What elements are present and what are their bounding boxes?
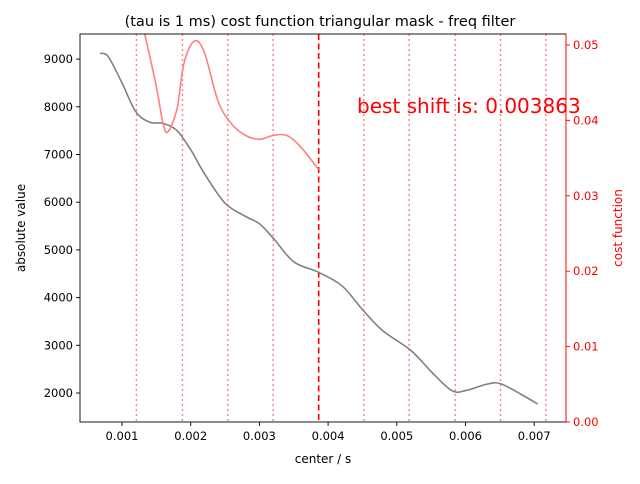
y-right-tick-label: 0.03	[573, 189, 599, 203]
y-right-tick-label: 0.01	[573, 340, 599, 354]
y-axis-right-label: cost function	[611, 189, 625, 267]
x-tick-label: 0.007	[518, 429, 551, 443]
y-right-tick-label: 0.02	[573, 264, 599, 278]
best-shift-annotation: best shift is: 0.003863	[357, 94, 581, 118]
y-tick-label: 3000	[44, 338, 73, 352]
y-axis-label: absolute value	[14, 184, 28, 272]
y-tick-label: 9000	[44, 52, 73, 66]
chart-title: (tau is 1 ms) cost function triangular m…	[125, 14, 516, 30]
plot-frame	[79, 33, 567, 423]
y-tick-label: 8000	[44, 100, 73, 114]
y-tick-label: 4000	[44, 291, 73, 305]
mask-center-lines	[135, 34, 547, 422]
x-axis-ticks: 0.001 0.002 0.003 0.004 0.005 0.006 0.007	[106, 422, 551, 443]
x-tick-label: 0.005	[380, 429, 413, 443]
y-tick-label: 7000	[44, 148, 73, 162]
absolute-value-curve	[99, 52, 539, 405]
x-tick-label: 0.004	[312, 429, 345, 443]
x-tick-label: 0.003	[243, 429, 276, 443]
x-tick-label: 0.006	[449, 429, 482, 443]
x-axis-label: center / s	[295, 452, 352, 466]
y-axis-right-ticks: 0.00 0.01 0.02 0.03 0.04 0.05	[566, 38, 599, 429]
y-right-tick-label: 0.05	[573, 38, 599, 52]
y-tick-label: 2000	[44, 386, 73, 400]
y-right-tick-label: 0.00	[573, 415, 599, 429]
y-right-tick-label: 0.04	[573, 113, 599, 127]
y-tick-label: 6000	[44, 195, 73, 209]
x-tick-label: 0.001	[106, 429, 139, 443]
cost-function-curve	[143, 34, 320, 170]
x-tick-label: 0.002	[174, 429, 207, 443]
y-axis-ticks: 2000 3000 4000 5000 6000 7000 8000 9000	[44, 52, 80, 400]
y-tick-label: 5000	[44, 243, 73, 257]
